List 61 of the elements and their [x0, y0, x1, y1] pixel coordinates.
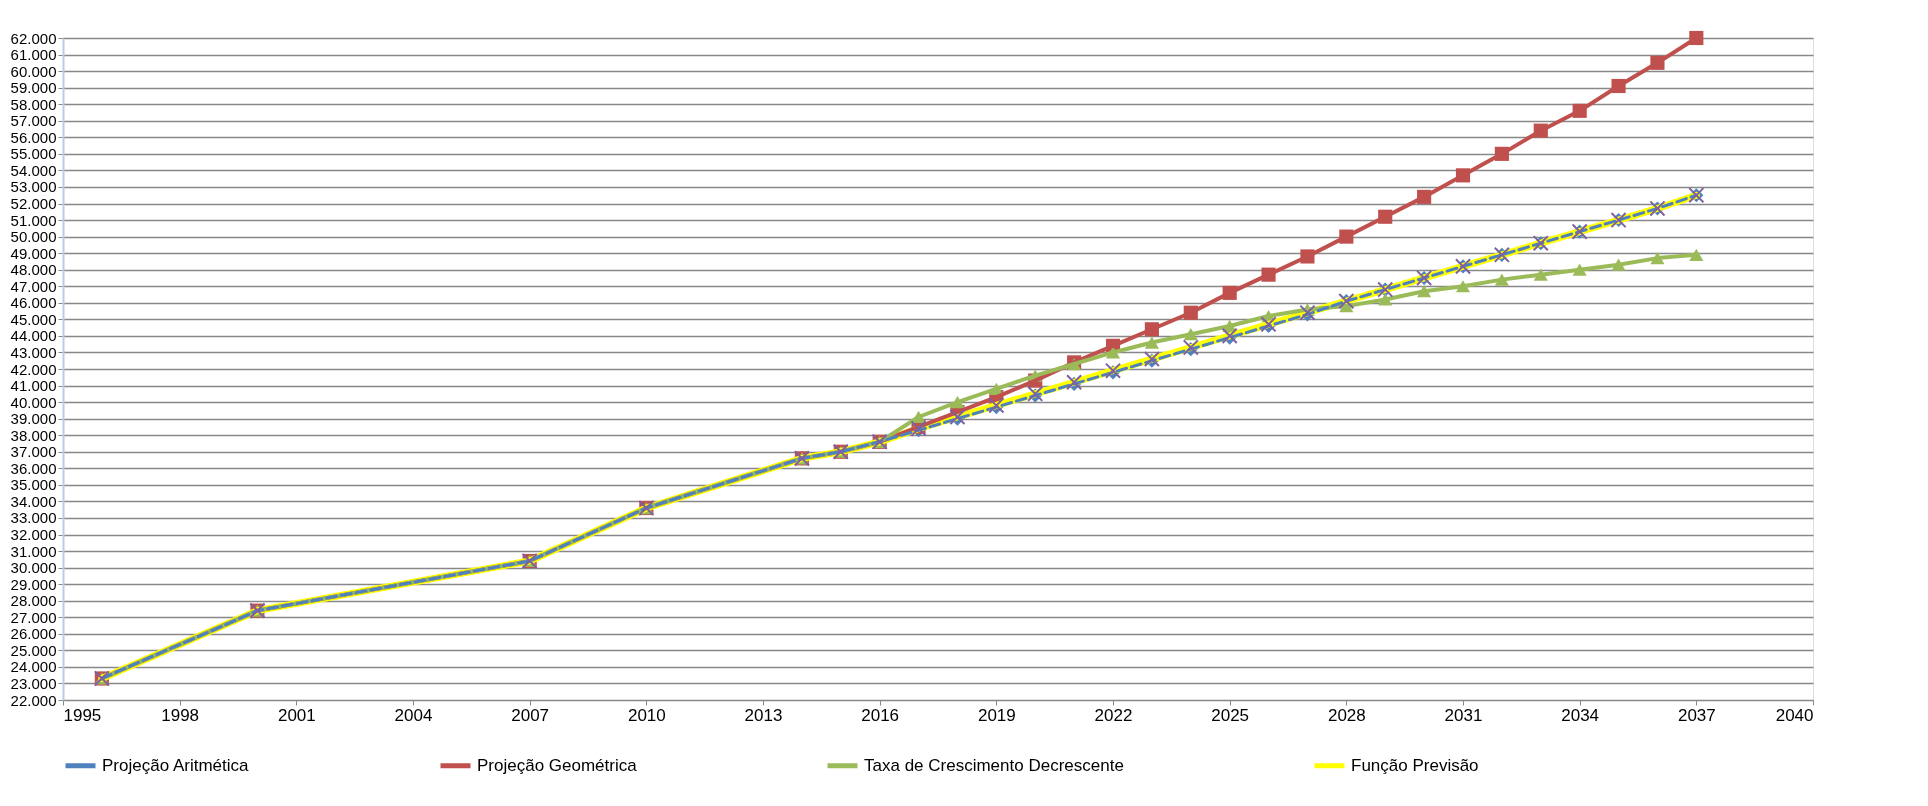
- y-tick-label: 37.000: [10, 443, 57, 461]
- y-tick-label: 41.000: [10, 377, 57, 395]
- x-tick-label: 2007: [511, 705, 550, 725]
- y-tick-label: 55.000: [10, 145, 57, 163]
- legend-label: Função Previsão: [1351, 755, 1479, 775]
- y-tick-label: 39.000: [10, 410, 57, 428]
- y-tick-label: 33.000: [10, 509, 57, 527]
- x-tick-label: 2004: [394, 705, 433, 725]
- y-tick-label: 23.000: [10, 674, 57, 692]
- y-tick-label: 22.000: [10, 691, 57, 709]
- x-tick-label: 1998: [161, 705, 200, 725]
- y-tick-label: 26.000: [10, 625, 57, 643]
- y-tick-label: 43.000: [10, 343, 57, 361]
- y-tick-label: 30.000: [10, 559, 57, 577]
- y-tick-label: 25.000: [10, 641, 57, 659]
- y-tick-label: 58.000: [10, 95, 57, 113]
- y-tick-label: 57.000: [10, 112, 57, 130]
- x-tick-label: 2025: [1211, 705, 1250, 725]
- x-tick-label: 2037: [1677, 705, 1716, 725]
- y-tick-label: 38.000: [10, 426, 57, 444]
- x-tick-label: 1995: [63, 705, 102, 725]
- x-tick-label: 2019: [977, 705, 1016, 725]
- x-tick-label: 2010: [627, 705, 666, 725]
- y-tick-label: 56.000: [10, 128, 57, 146]
- y-tick-label: 51.000: [10, 211, 57, 229]
- y-tick-label: 24.000: [10, 658, 57, 676]
- y-tick-label: 32.000: [10, 526, 57, 543]
- y-tick-label: 52.000: [10, 195, 57, 212]
- y-tick-label: 42.000: [10, 360, 57, 378]
- y-tick-label: 40.000: [10, 393, 57, 411]
- x-tick-label: 2031: [1444, 705, 1483, 725]
- y-tick-label: 54.000: [10, 161, 57, 179]
- x-tick-label: 2022: [1094, 705, 1133, 725]
- x-tick-label: 2016: [861, 705, 900, 725]
- y-tick-label: 61.000: [10, 46, 57, 64]
- y-tick-label: 48.000: [10, 261, 57, 279]
- y-tick-label: 35.000: [10, 476, 57, 494]
- y-tick-label: 46.000: [10, 294, 57, 312]
- y-tick-label: 59.000: [10, 79, 57, 97]
- y-tick-label: 36.000: [10, 459, 57, 477]
- y-tick-label: 53.000: [10, 178, 57, 196]
- y-tick-label: 28.000: [10, 592, 57, 610]
- y-tick-label: 47.000: [10, 277, 57, 295]
- x-tick-label: 2013: [744, 705, 783, 725]
- y-tick-label: 44.000: [10, 327, 57, 345]
- x-tick-label: 2034: [1561, 705, 1600, 725]
- y-tick-label: 49.000: [10, 244, 57, 262]
- x-tick-label: 2001: [277, 705, 316, 725]
- y-tick-label: 60.000: [10, 62, 57, 80]
- y-tick-label: 50.000: [10, 228, 57, 246]
- legend-label: Projeção Geométrica: [477, 755, 638, 775]
- y-tick-label: 45.000: [10, 310, 57, 328]
- y-tick-label: 34.000: [10, 492, 57, 510]
- y-tick-label: 27.000: [10, 608, 57, 626]
- legend-label: Taxa de Crescimento Decrescente: [864, 755, 1124, 775]
- x-tick-label: 2040: [1775, 705, 1814, 725]
- y-tick-label: 31.000: [10, 542, 57, 560]
- legend-label: Projeção Aritmética: [102, 755, 249, 775]
- x-tick-label: 2028: [1327, 705, 1366, 725]
- y-tick-label: 62.000: [10, 29, 57, 47]
- y-tick-label: 29.000: [10, 575, 57, 593]
